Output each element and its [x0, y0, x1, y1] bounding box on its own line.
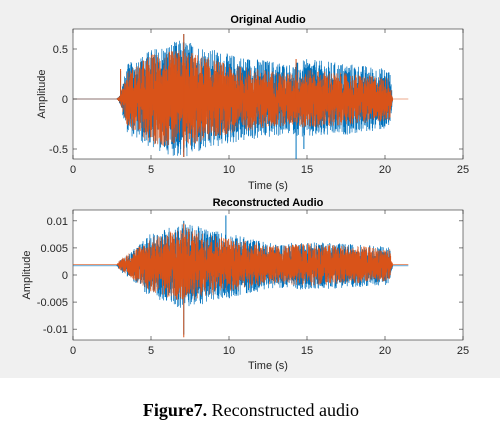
- series-reconstructed-orange: [73, 223, 409, 338]
- figure-panel: 0 5 10 15 20 25 -0.5 0 0.5 Original Audio Time (…: [0, 0, 500, 378]
- caption-label: Figure7.: [142, 400, 208, 420]
- axes-reconstructed-ticks: 0 5 10 15 20 25 -0.01 -0.005 0 0.005 0.01: [37, 210, 469, 357]
- axes-original: 0 5 10 15 20 25-0.500.5 Original Audio Time (…: [36, 14, 469, 192]
- x-tick-label: 10: [223, 164, 235, 176]
- x-tick-label: 10: [223, 345, 235, 357]
- waveform-line: [73, 228, 409, 301]
- x-tick-label: 0: [70, 345, 76, 357]
- axes-reconstructed: 0 5 10 15 20 25 -0.01 -0.005 0 0.005 0.01 Reconstr…: [21, 197, 469, 372]
- x-tick-label: 15: [301, 164, 313, 176]
- x-tick-label: 25: [457, 345, 469, 357]
- x-tick-label: 20: [379, 345, 391, 357]
- chart-title-reconstructed: Reconstructed Audio: [213, 197, 324, 209]
- y-tick-label: -0.5: [49, 144, 68, 156]
- x-axis-label-reconstructed: Time (s): [248, 360, 288, 372]
- y-axis-label-reconstructed: Amplitude: [21, 251, 33, 300]
- y-tick-label: 0: [62, 270, 68, 282]
- y-tick-label: 0.01: [47, 216, 68, 228]
- caption-text: Reconstructed audio: [207, 400, 360, 420]
- y-axis-label-original: Amplitude: [36, 70, 48, 119]
- y-tick-label: 0.005: [40, 243, 68, 255]
- axes-original-ticks: 0 5 10 15 20 25-0.500.5: [49, 29, 469, 176]
- x-tick-label: 25: [457, 164, 469, 176]
- y-tick-label: -0.005: [37, 297, 68, 309]
- x-tick-label: 5: [148, 164, 154, 176]
- x-tick-label: 20: [379, 164, 391, 176]
- x-tick-label: 0: [70, 164, 76, 176]
- series-original-orange: [73, 34, 409, 157]
- figure-svg: 0 5 10 15 20 25-0.500.5 Original Audio Time (…: [21, 14, 469, 372]
- x-tick-label: 5: [148, 345, 154, 357]
- y-tick-label: 0.5: [53, 44, 68, 56]
- figure-caption: Figure7. Reconstructed audio: [0, 400, 502, 421]
- x-tick-label: 15: [301, 345, 313, 357]
- waveform-line: [73, 50, 409, 146]
- chart-title-original: Original Audio: [230, 14, 306, 26]
- y-tick-label: 0: [62, 94, 68, 106]
- x-axis-label-original: Time (s): [248, 180, 288, 192]
- y-tick-label: -0.01: [43, 324, 68, 336]
